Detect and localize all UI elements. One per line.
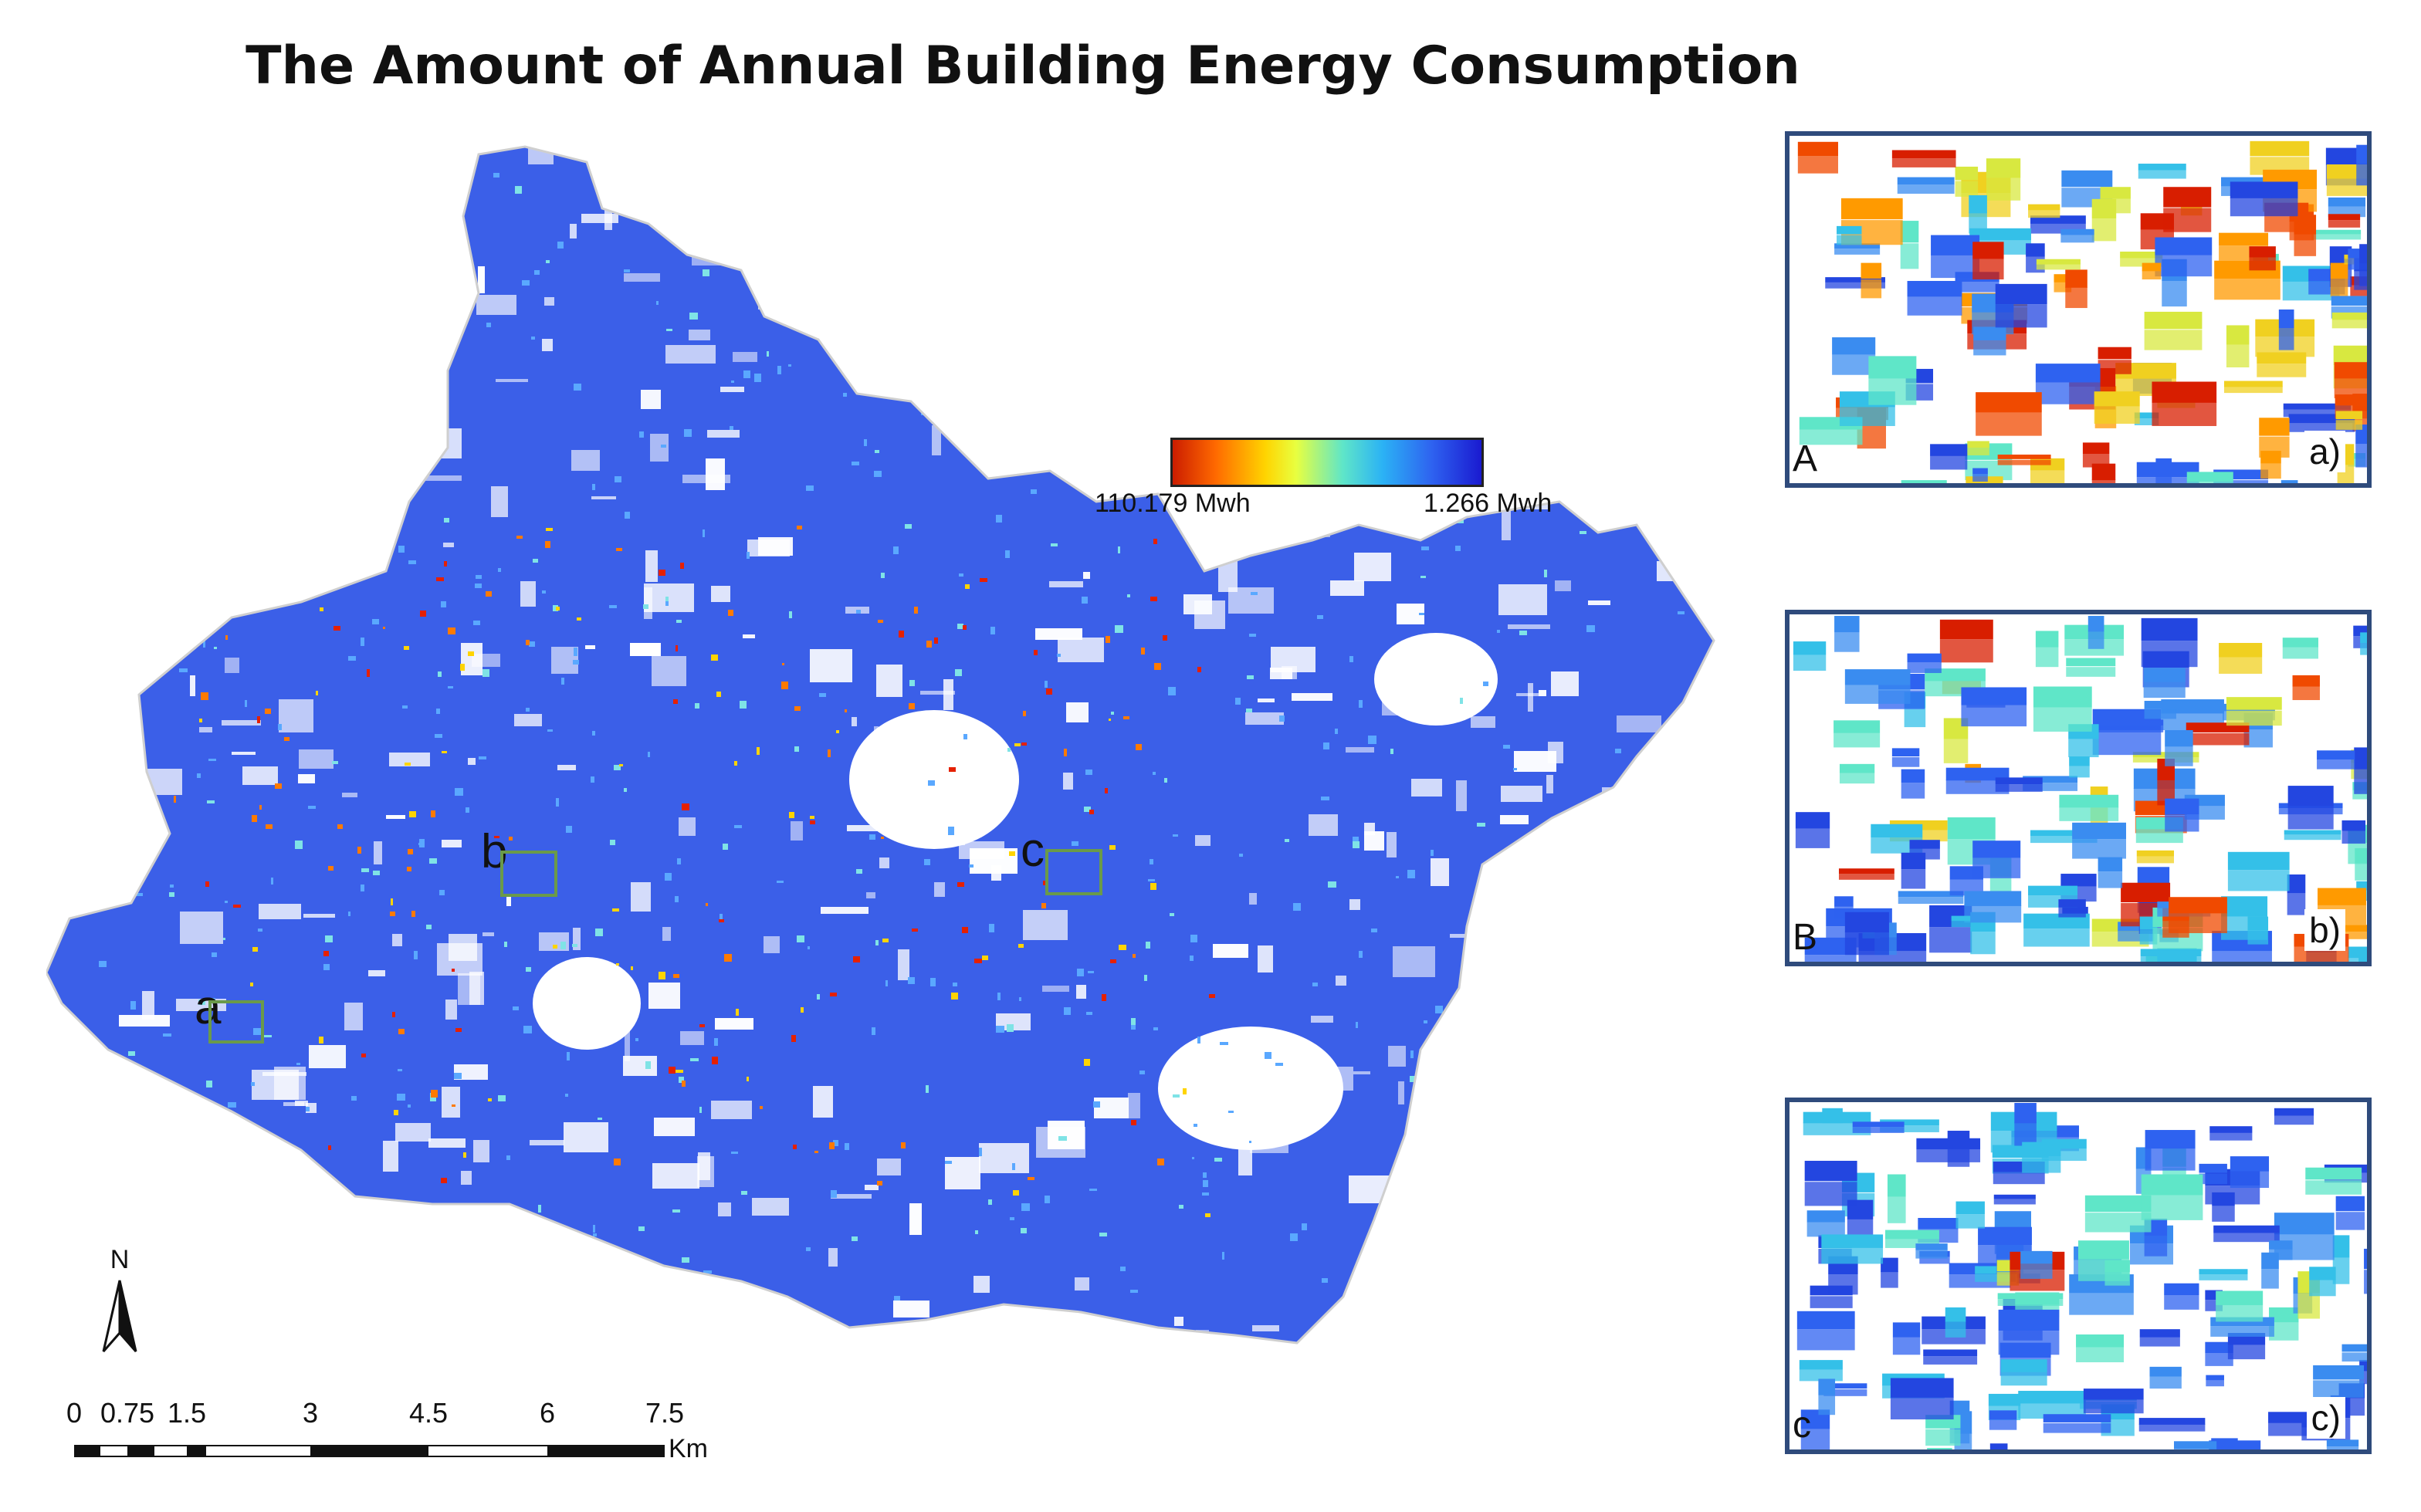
inset-corner-letter-c: c: [1793, 1405, 1811, 1446]
inset-view-c: c c): [1785, 1098, 2372, 1454]
scale-segment: [547, 1445, 665, 1457]
scale-tick-label: 7.5: [645, 1397, 685, 1429]
area-box-b: [500, 851, 557, 897]
scale-tick-label: 4.5: [408, 1397, 449, 1429]
scale-tick-label: 1.5: [167, 1397, 207, 1429]
area-label-c: c: [1021, 824, 1045, 877]
scale-segment: [127, 1445, 154, 1457]
scale-segment: [428, 1445, 547, 1457]
scale-tick-label: 0: [66, 1397, 83, 1429]
scale-tick-label: 6: [539, 1397, 556, 1429]
area-label-a: a: [195, 981, 222, 1034]
inset-tag-a: a): [2304, 431, 2345, 472]
legend-high-label: 110.179 Mwh: [1095, 489, 1251, 518]
area-box-c: [1045, 849, 1102, 895]
north-arrow: N: [93, 1245, 147, 1362]
inset-tag-b: b): [2304, 909, 2345, 951]
scale-segment: [206, 1445, 310, 1457]
north-arrow-icon: [102, 1280, 137, 1352]
inset-corner-letter-a: A: [1793, 438, 1818, 479]
legend-gradient-bar: [1170, 438, 1484, 487]
scale-segment: [74, 1445, 100, 1457]
scale-segment: [154, 1445, 187, 1457]
inset-3d-buildings-b: [1790, 614, 2367, 962]
color-legend: 110.179 Mwh 1.266 Mwh: [1095, 428, 1575, 529]
scale-segment: [100, 1445, 127, 1457]
inset-view-a: A a): [1785, 131, 2372, 488]
inset-3d-buildings-a: [1790, 136, 2367, 483]
scale-tick-label: 3: [302, 1397, 319, 1429]
inset-corner-letter-b: B: [1793, 917, 1818, 958]
inset-view-b: B b): [1785, 610, 2372, 966]
map-title: The Amount of Annual Building Energy Con…: [245, 36, 1800, 96]
inset-3d-buildings-c: [1790, 1102, 2367, 1449]
north-letter: N: [110, 1245, 130, 1274]
scale-segment: [310, 1445, 428, 1457]
energy-consumption-map: a b c: [45, 139, 1745, 1420]
inset-tag-c: c): [2306, 1397, 2345, 1439]
legend-low-label: 1.266 Mwh: [1424, 489, 1552, 518]
scale-unit: Km: [669, 1434, 708, 1463]
scale-tick-label: 0.75: [100, 1397, 155, 1429]
scale-segment: [187, 1445, 206, 1457]
city-footprint-map: [45, 145, 1715, 1345]
scale-bar: 0 0.75 1.5 3 4.5 6 7.5 Km: [62, 1397, 757, 1466]
area-box-a: [208, 1000, 264, 1044]
